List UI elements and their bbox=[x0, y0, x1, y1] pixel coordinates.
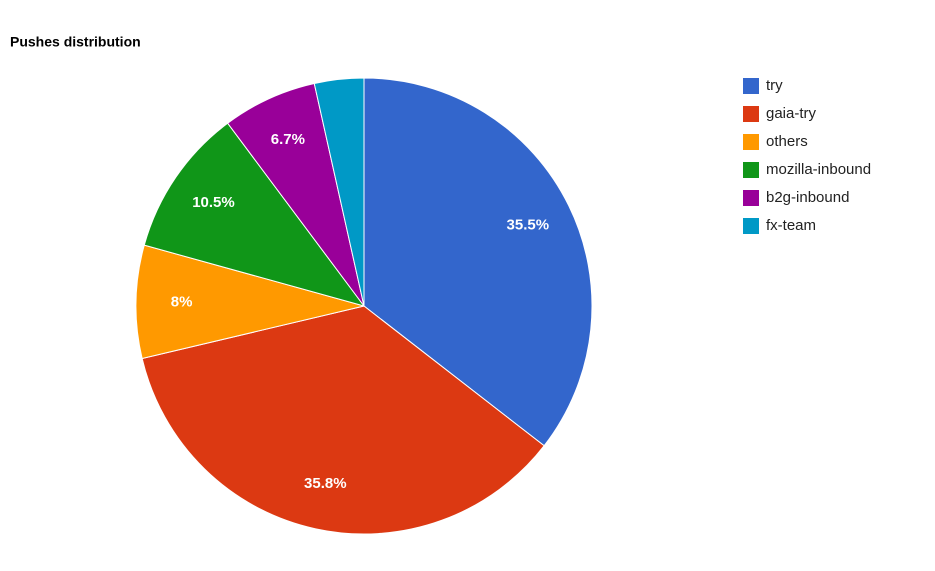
chart-title: Pushes distribution bbox=[10, 34, 141, 50]
legend-swatch[interactable] bbox=[743, 190, 759, 206]
legend-swatch[interactable] bbox=[743, 162, 759, 178]
legend-swatch[interactable] bbox=[743, 78, 759, 94]
legend-label[interactable]: fx-team bbox=[766, 217, 816, 234]
legend-swatch[interactable] bbox=[743, 218, 759, 234]
slice-label: 8% bbox=[171, 294, 193, 311]
pie-slice bbox=[143, 122, 366, 307]
legend-label[interactable]: others bbox=[766, 133, 808, 150]
pie-slice bbox=[313, 77, 365, 307]
legend-swatch[interactable] bbox=[743, 134, 759, 150]
slice-label: 35.5% bbox=[507, 217, 550, 234]
legend-label[interactable]: try bbox=[766, 77, 783, 94]
legend-label[interactable]: mozilla-inbound bbox=[766, 161, 871, 178]
slice-label: 35.8% bbox=[304, 475, 347, 492]
pie-slice bbox=[141, 305, 545, 535]
slice-label: 10.5% bbox=[192, 194, 235, 211]
slice-label: 6.7% bbox=[271, 131, 305, 148]
legend-swatch[interactable] bbox=[743, 106, 759, 122]
legend-label[interactable]: gaia-try bbox=[766, 105, 817, 122]
pie-slice bbox=[363, 77, 593, 447]
pie-slice bbox=[135, 244, 365, 360]
legend-label[interactable]: b2g-inbound bbox=[766, 189, 849, 206]
